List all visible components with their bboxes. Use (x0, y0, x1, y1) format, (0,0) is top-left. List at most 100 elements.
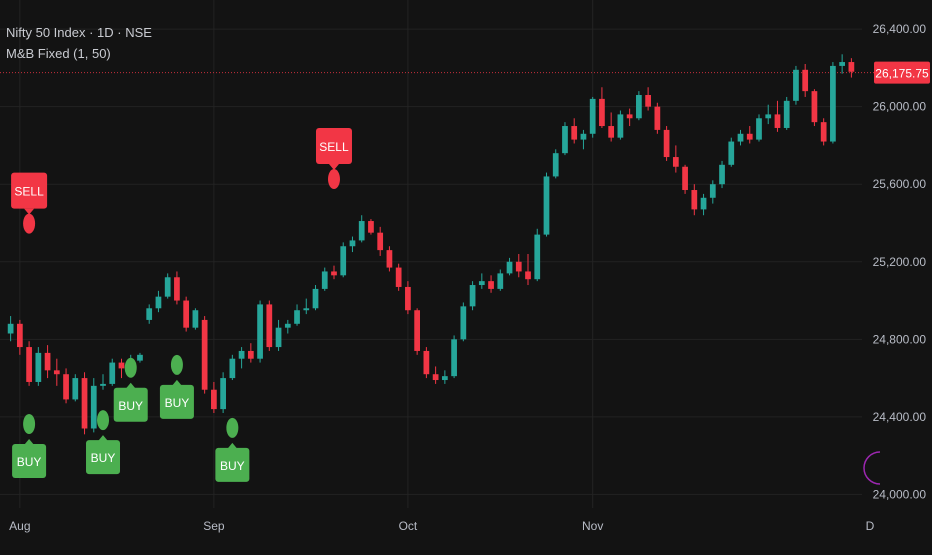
candle-body (109, 362, 116, 384)
buy-label-pointer (24, 438, 35, 445)
candle-body (830, 65, 836, 142)
candle-body (72, 378, 79, 400)
candle-body (26, 347, 32, 382)
candle-body (395, 267, 402, 287)
y-tick-label: 25,200.00 (873, 255, 927, 269)
candle-body (284, 323, 291, 328)
candle-body (63, 374, 69, 400)
candle-body (414, 310, 421, 351)
candle-body (340, 246, 347, 276)
candle-body (118, 362, 125, 369)
candle-body (599, 98, 605, 127)
candle-body (174, 277, 180, 301)
candle-body (44, 352, 51, 371)
candle-body (331, 271, 337, 276)
candle-body (81, 378, 88, 429)
candle-body (617, 114, 624, 138)
candle-body (525, 271, 531, 280)
candle-body (90, 385, 97, 429)
candle-body (441, 376, 448, 381)
buy-label-box (159, 384, 194, 419)
symbol-title: Nifty 50 Index · 1D · NSE (6, 25, 152, 40)
y-tick-label: 24,400.00 (873, 410, 927, 424)
candle-body (349, 240, 356, 247)
buy-marker-dot (97, 410, 110, 431)
candle-body (783, 100, 790, 128)
indicator-title[interactable]: M&B Fixed (1, 50) (6, 46, 111, 61)
buy-label-pointer (171, 379, 182, 386)
candle-body (238, 350, 245, 359)
candle-body (811, 91, 818, 123)
candle-body (423, 350, 430, 375)
candle-body (460, 306, 467, 340)
buy-label-box (86, 440, 121, 475)
candle-body (312, 288, 319, 309)
candle-body (386, 250, 393, 268)
candle-body (626, 114, 633, 119)
buy-marker-dot (170, 354, 183, 375)
candle-body (16, 323, 23, 348)
y-tick-label: 26,000.00 (873, 100, 927, 114)
x-tick-label: Oct (399, 519, 418, 533)
buy-label-pointer (227, 442, 238, 449)
candle-body (728, 141, 735, 165)
buy-label-pointer (98, 435, 109, 442)
buy-marker-dot (124, 357, 137, 378)
buy-label-text: BUY (118, 399, 143, 413)
candle-body (663, 129, 670, 158)
y-tick-label: 24,800.00 (873, 332, 927, 346)
candle-body (164, 277, 171, 297)
sell-label-box (11, 172, 48, 209)
candle-body (802, 69, 809, 92)
x-tick-label: D (866, 519, 875, 533)
x-tick-label: Nov (582, 519, 603, 533)
candle-body (774, 114, 781, 128)
buy-label-box (215, 447, 250, 482)
candle-body (506, 261, 513, 274)
candle-body (497, 273, 504, 289)
candle-body (515, 261, 522, 272)
buy-label-pointer (125, 382, 136, 389)
candle-body (275, 327, 282, 348)
candle-body (571, 126, 578, 140)
candle-body (432, 374, 439, 381)
candle-body (303, 308, 310, 311)
candle-body (7, 323, 14, 334)
candle-body (146, 308, 153, 320)
candle-body (294, 310, 300, 324)
candle-body (220, 378, 226, 410)
candle-body (201, 319, 208, 390)
candle-body (589, 98, 596, 134)
candle-body (358, 221, 365, 241)
candle-body (543, 176, 550, 235)
candle-body (848, 62, 855, 72)
buy-marker-dot (226, 417, 239, 438)
sell-label-pointer (24, 208, 35, 215)
candle-body (636, 95, 642, 119)
candle-body (368, 221, 374, 233)
candle-body (756, 118, 762, 140)
x-tick-label: Sep (203, 519, 225, 533)
buy-label-box (113, 387, 148, 422)
candle-body (691, 190, 698, 210)
candle-body (820, 122, 827, 142)
candle-body (700, 197, 707, 210)
candle-body (608, 126, 615, 138)
candle-body (53, 370, 60, 375)
candle-body (672, 157, 679, 167)
candle-body (793, 69, 799, 101)
candle-body (377, 232, 384, 251)
candle-body (534, 234, 541, 280)
candle-body (719, 164, 725, 185)
last-price-tag (874, 61, 930, 84)
sell-marker-dot (23, 213, 36, 234)
candle-body (257, 304, 263, 359)
candle-body (645, 95, 651, 107)
candle-body (137, 354, 143, 361)
candle-body (746, 133, 753, 140)
sell-marker-dot (327, 169, 340, 190)
candle-body (488, 281, 494, 289)
candle-body (451, 339, 457, 377)
